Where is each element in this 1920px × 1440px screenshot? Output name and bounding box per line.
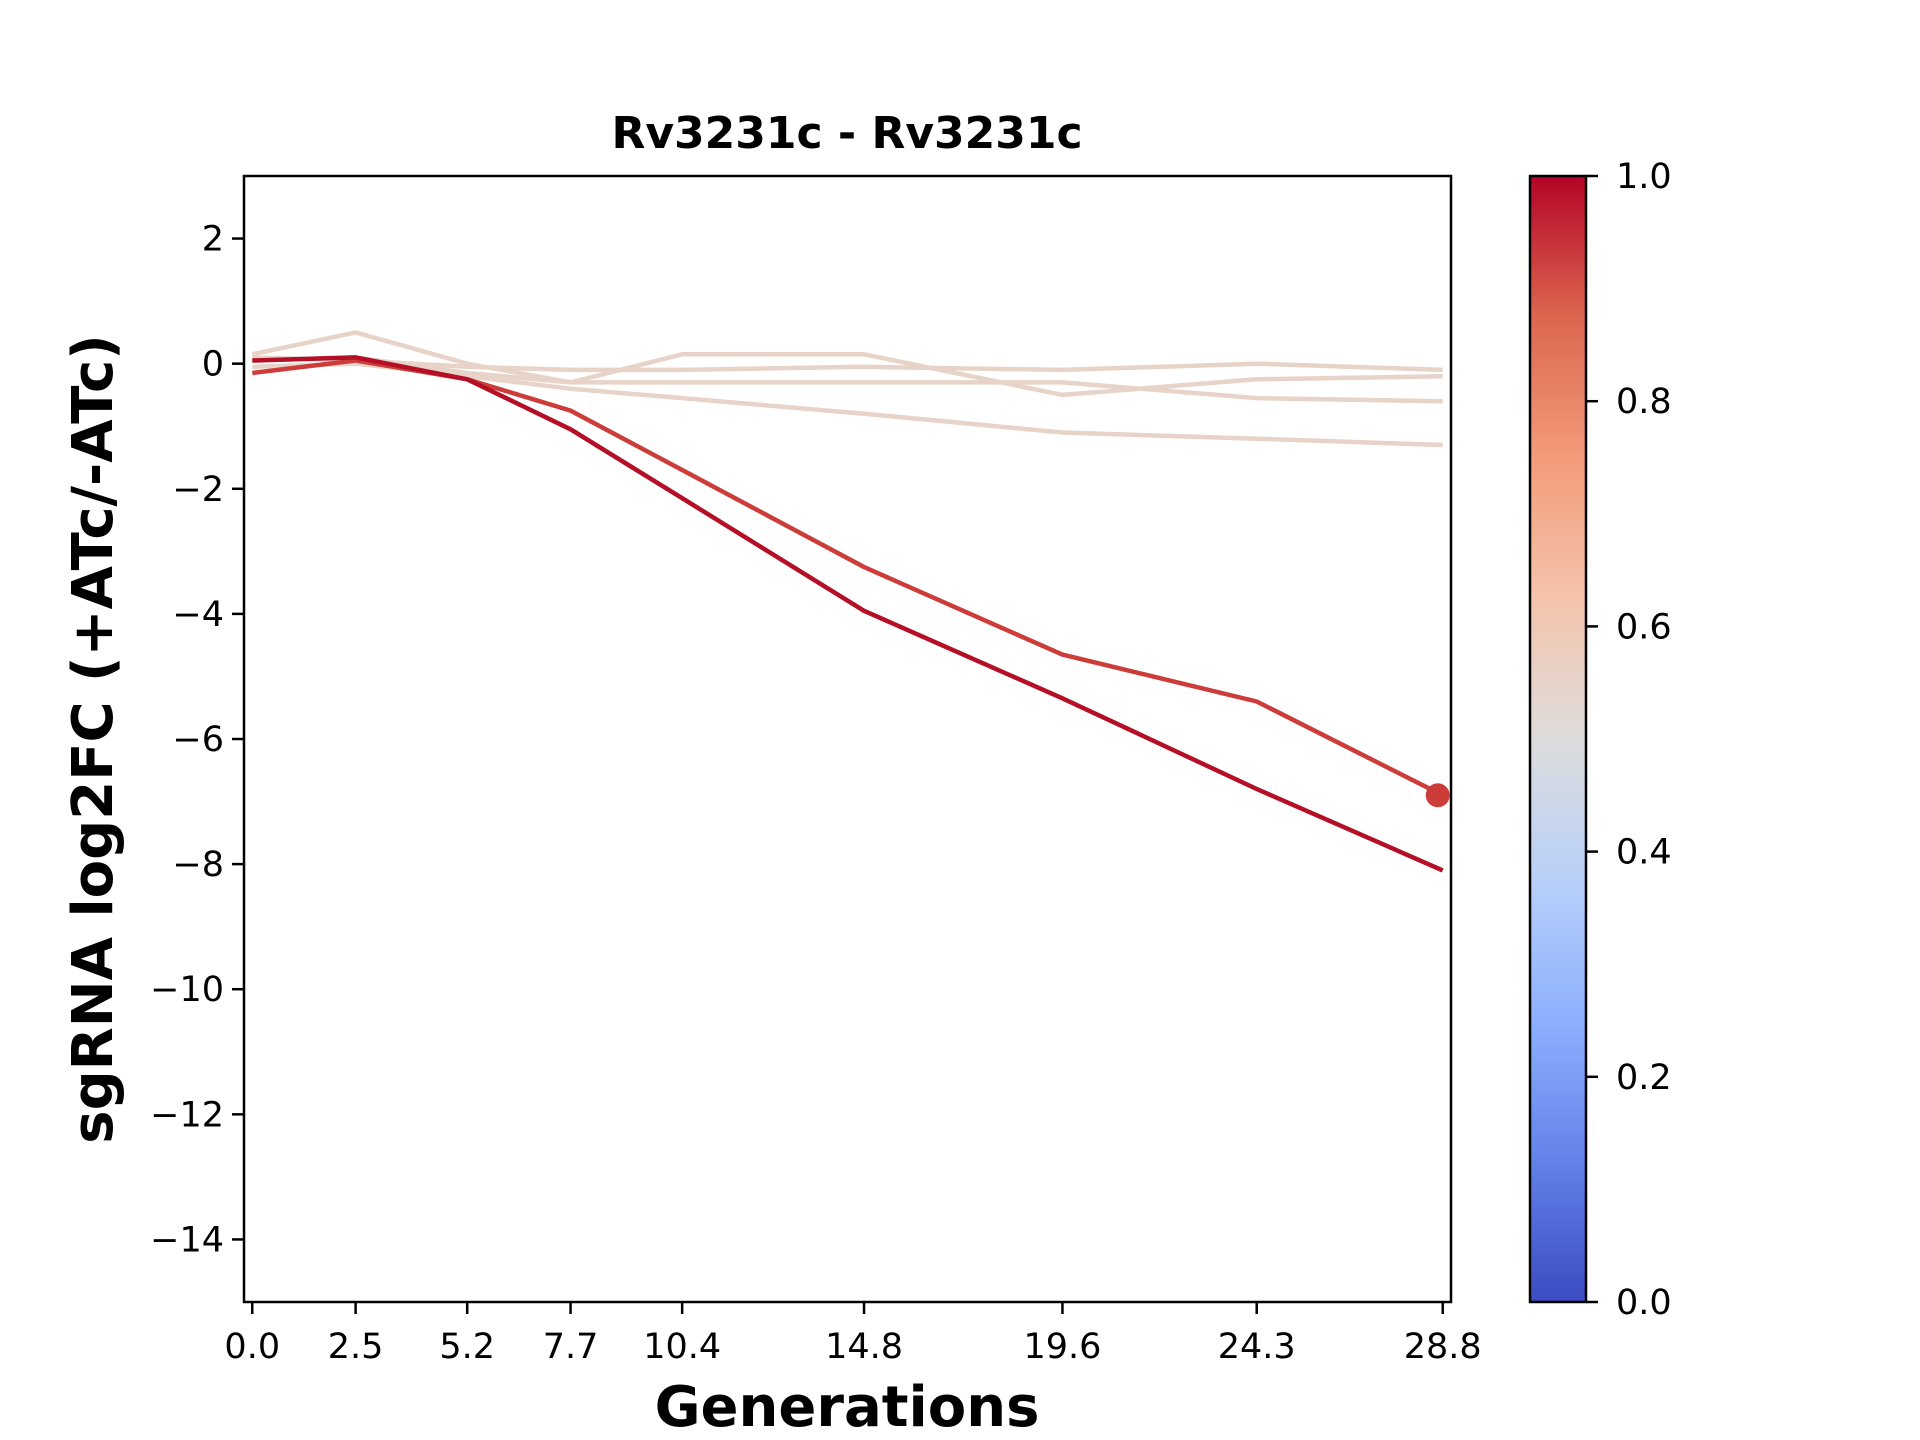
- series-line-5: [252, 358, 1444, 798]
- plot-series: [251, 330, 1444, 873]
- y-tick-label: −10: [150, 970, 224, 1010]
- colorbar-tick-label: 0.8: [1616, 382, 1672, 422]
- colorbar: [1528, 174, 1588, 1304]
- y-tick-label: −12: [150, 1095, 224, 1135]
- series-line-6: [252, 355, 1444, 873]
- y-tick-label: −6: [172, 720, 224, 760]
- y-tick-label: −2: [172, 470, 224, 510]
- x-axis: 0.0 2.5 5.2 7.7 10.4 14.8 19.6 24.3 28.8: [224, 1302, 1482, 1367]
- x-tick-label: 2.5: [328, 1327, 384, 1367]
- endpoint-marker-1: [1425, 783, 1450, 808]
- series-line-1: [251, 330, 1443, 398]
- x-tick-label: 7.7: [543, 1327, 599, 1367]
- y-axis: 2 0 −2 −4 −6 −8 −10 −12 −14: [150, 220, 244, 1260]
- colorbar-tick-label: 1.0: [1616, 157, 1672, 197]
- x-tick-label: 5.2: [439, 1327, 495, 1367]
- chart-title: Rv3231c - Rv3231c: [611, 108, 1082, 159]
- colorbar-tick-label: 0.2: [1616, 1058, 1672, 1098]
- y-axis-label: sgRNA log2FC (+ATc/-ATc): [61, 334, 126, 1144]
- x-tick-label: 0.0: [224, 1327, 280, 1367]
- y-tick-label: −8: [172, 845, 224, 885]
- y-tick-label: 2: [202, 220, 224, 260]
- x-tick-label: 10.4: [643, 1327, 721, 1367]
- x-tick-label: 24.3: [1218, 1327, 1296, 1367]
- plot-frame: [242, 174, 1453, 1304]
- x-tick-label: 19.6: [1023, 1327, 1101, 1367]
- y-tick-label: 0: [202, 345, 224, 385]
- plot-markers: [1425, 783, 1450, 808]
- y-tick-label: −4: [172, 595, 224, 635]
- x-axis-label: Generations: [655, 1375, 1040, 1440]
- y-tick-label: −14: [150, 1220, 224, 1260]
- colorbar-tick-label: 0.6: [1616, 607, 1672, 647]
- colorbar-tick-label: 0.0: [1616, 1283, 1672, 1323]
- x-tick-label: 28.8: [1404, 1327, 1482, 1367]
- colorbar-tick-label: 0.4: [1616, 833, 1672, 873]
- x-tick-label: 14.8: [825, 1327, 903, 1367]
- series-line-4: [252, 361, 1443, 448]
- colorbar-ticks: 0.0 0.2 0.4 0.6 0.8 1.0: [1586, 157, 1672, 1323]
- colorbar-gradient: [1528, 174, 1588, 1304]
